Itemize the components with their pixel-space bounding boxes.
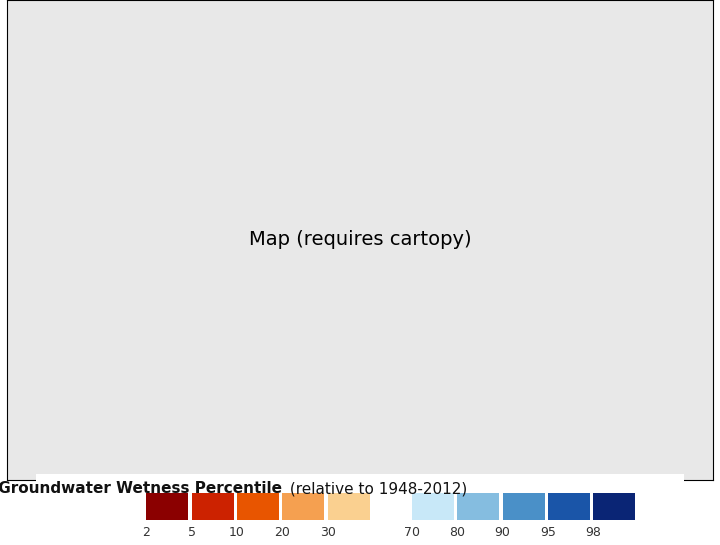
FancyBboxPatch shape bbox=[282, 493, 324, 520]
FancyBboxPatch shape bbox=[548, 493, 590, 520]
Text: 80: 80 bbox=[449, 526, 465, 539]
FancyBboxPatch shape bbox=[503, 493, 545, 520]
FancyBboxPatch shape bbox=[237, 493, 279, 520]
FancyBboxPatch shape bbox=[457, 493, 500, 520]
Text: 20: 20 bbox=[274, 526, 290, 539]
Text: Shallow Groundwater Wetness Percentile: Shallow Groundwater Wetness Percentile bbox=[0, 481, 282, 496]
Text: Map (requires cartopy): Map (requires cartopy) bbox=[248, 231, 472, 249]
FancyBboxPatch shape bbox=[593, 493, 635, 520]
Text: 95: 95 bbox=[540, 526, 556, 539]
FancyBboxPatch shape bbox=[328, 493, 370, 520]
Text: (relative to 1948-2012): (relative to 1948-2012) bbox=[285, 481, 468, 496]
FancyBboxPatch shape bbox=[192, 493, 234, 520]
Text: 90: 90 bbox=[495, 526, 510, 539]
Text: 5: 5 bbox=[187, 526, 196, 539]
Text: 2: 2 bbox=[143, 526, 150, 539]
Text: 98: 98 bbox=[585, 526, 601, 539]
FancyBboxPatch shape bbox=[412, 493, 454, 520]
Text: 10: 10 bbox=[229, 526, 245, 539]
Text: 30: 30 bbox=[320, 526, 336, 539]
FancyBboxPatch shape bbox=[146, 493, 189, 520]
Text: 70: 70 bbox=[404, 526, 420, 539]
